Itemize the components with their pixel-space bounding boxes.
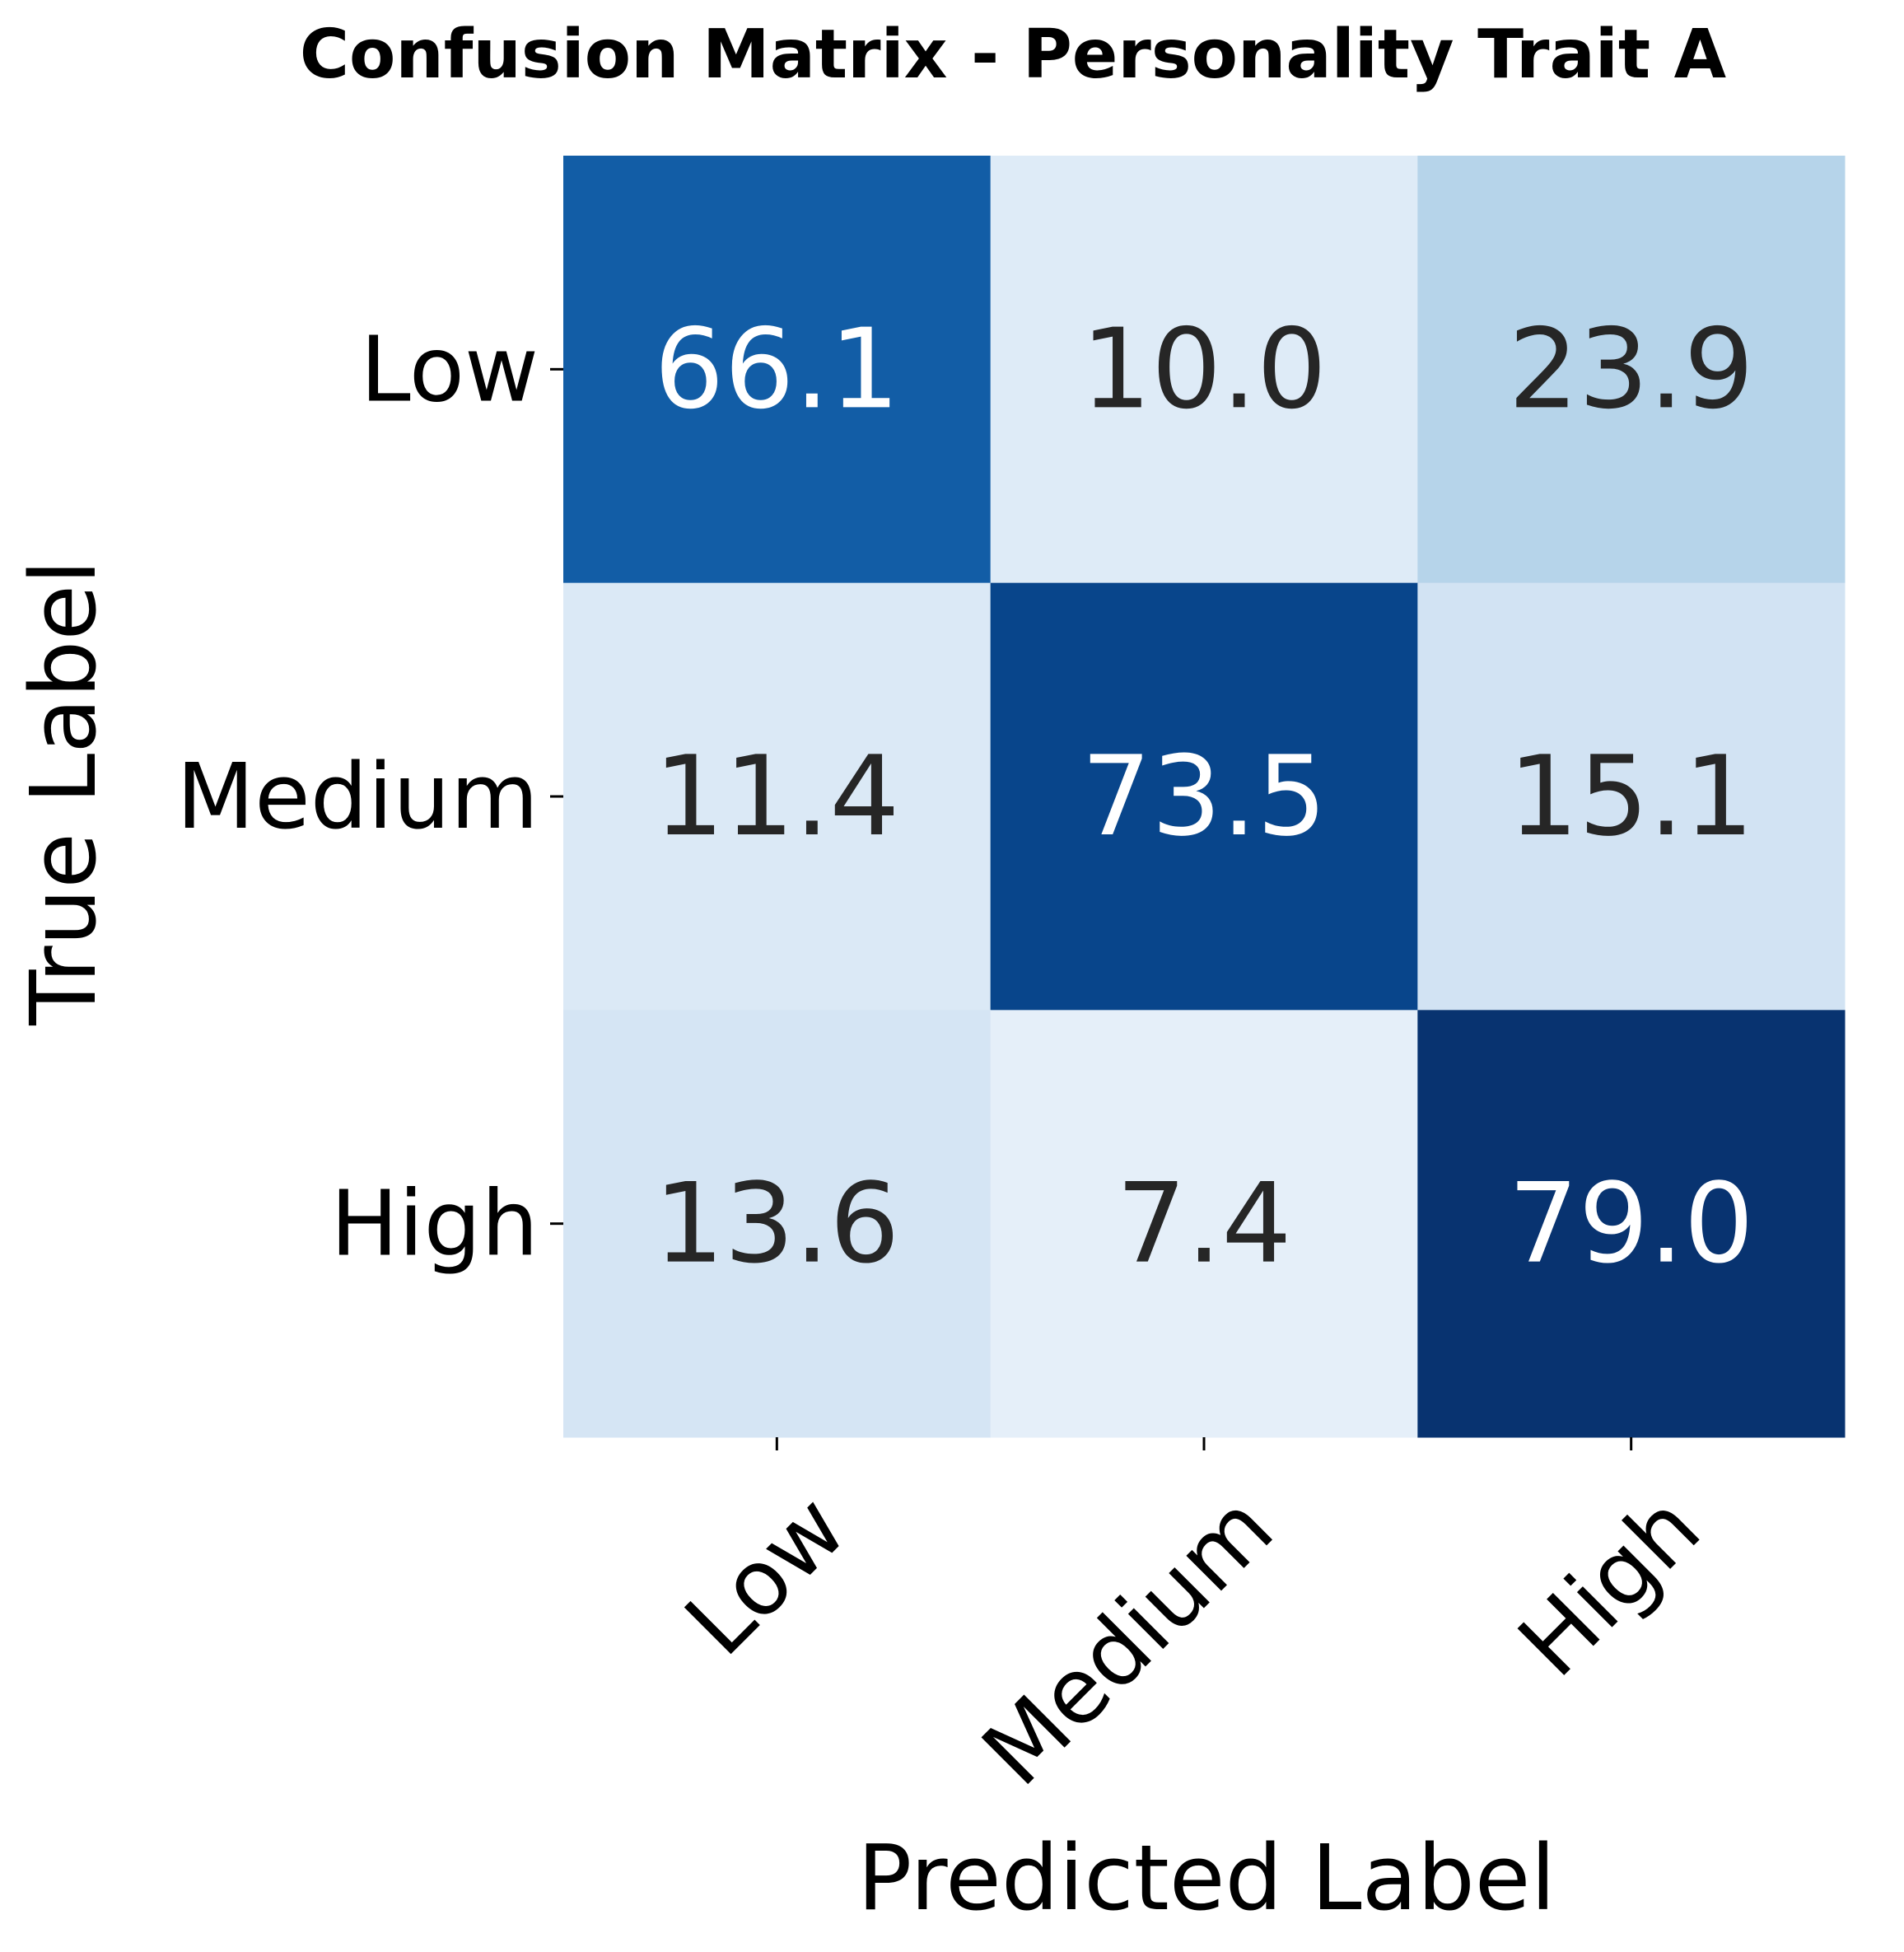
cell-value-label: 13.6	[654, 1160, 899, 1288]
cell-value-label: 15.1	[1508, 732, 1753, 861]
heatmap-cell	[1417, 1010, 1846, 1438]
y-axis-label: True Label	[11, 559, 116, 1025]
heatmap-cell	[1417, 156, 1846, 584]
heatmap-cell-labels: 66.1 10.0 23.9 11.4 73.5 15.1 13.6 7.4 79.0	[654, 305, 1754, 1287]
cell-value-label: 73.5	[1081, 732, 1327, 861]
cell-value-label: 79.0	[1508, 1160, 1753, 1288]
chart-title: Confusion Matrix - Personality Trait A	[300, 16, 1727, 94]
heatmap-cell	[563, 1010, 992, 1438]
heatmap-cell	[563, 582, 992, 1011]
heatmap-cell	[563, 156, 992, 584]
cell-value-label: 10.0	[1081, 305, 1327, 433]
heatmap-cells	[563, 156, 1846, 1438]
heatmap-cell	[990, 156, 1418, 584]
heatmap-cell	[990, 1010, 1418, 1438]
cell-value-label: 11.4	[654, 732, 899, 861]
heatmap-cell	[1417, 582, 1846, 1011]
cell-value-label: 66.1	[654, 305, 899, 433]
y-tick-label: Medium	[176, 744, 539, 849]
cell-value-label: 7.4	[1116, 1160, 1291, 1288]
cell-value-label: 23.9	[1508, 305, 1753, 433]
y-tick-label: High	[330, 1171, 539, 1277]
x-tick-label: Medium	[963, 1475, 1294, 1806]
x-tick-label: High	[1498, 1475, 1720, 1697]
x-axis: Low Medium High	[665, 1437, 1720, 1805]
y-tick-label: Low	[360, 316, 539, 422]
x-tick-label: Low	[665, 1475, 866, 1676]
y-axis: Low Medium High	[176, 316, 563, 1277]
x-axis-label: Predicted Label	[857, 1825, 1556, 1931]
heatmap-cell	[990, 582, 1418, 1011]
